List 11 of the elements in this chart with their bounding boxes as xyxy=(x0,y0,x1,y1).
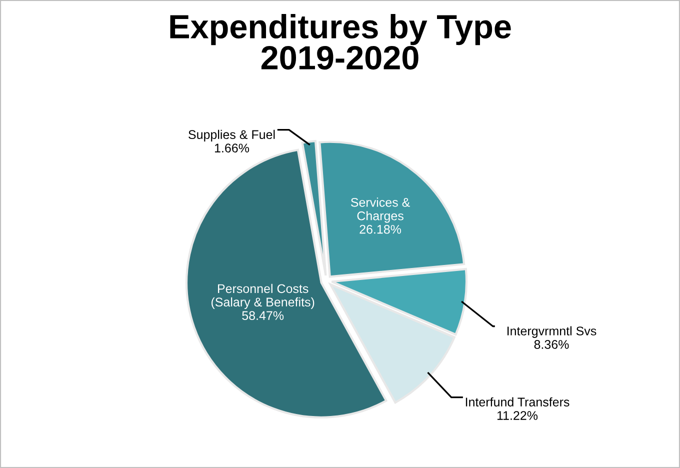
data-label: 8.36% xyxy=(534,340,569,349)
data-label: 58.47% xyxy=(242,311,284,320)
data-label: 26.18% xyxy=(360,224,402,234)
slice-label: Supplies & Fuel xyxy=(188,130,275,142)
slice-label: Intergvrmntl Svs xyxy=(508,326,596,338)
slice-label: Services & Charges xyxy=(350,198,410,223)
slice-label: Personnel Costs (Salary & Benefits) xyxy=(212,284,314,309)
chart-title: Expenditures by Type 2019-2020 xyxy=(170,14,511,70)
slice-label: Interfund Transfers xyxy=(466,397,570,406)
data-label: 11.22% xyxy=(497,411,538,420)
data-label: 1.66% xyxy=(214,144,250,152)
